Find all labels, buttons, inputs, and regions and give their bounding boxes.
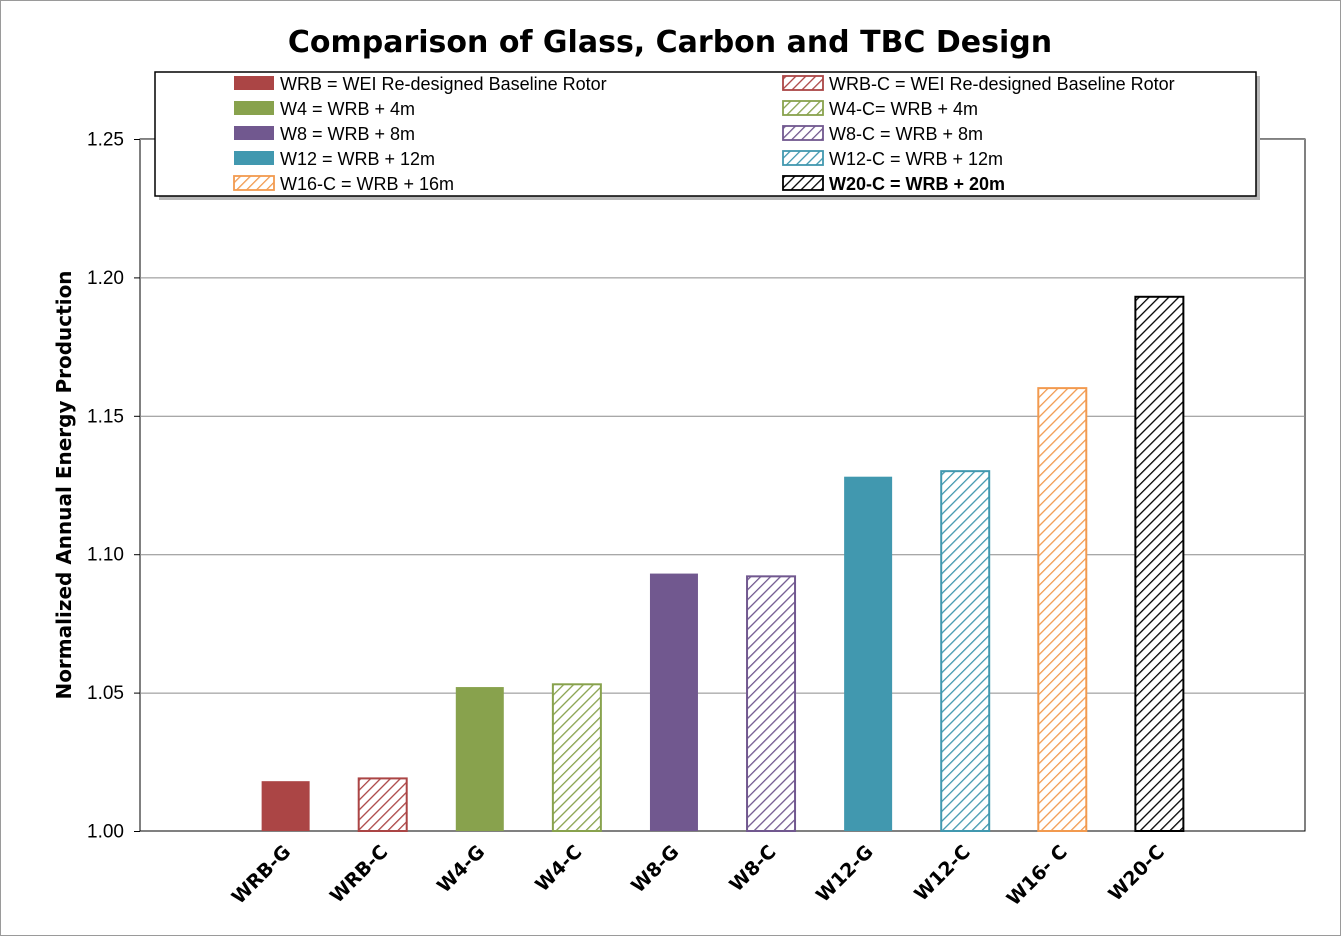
bar-w4-c bbox=[551, 683, 602, 833]
y-tick-label: 1.10 bbox=[87, 545, 124, 566]
legend-swatch bbox=[234, 126, 274, 140]
legend-swatch bbox=[782, 125, 824, 141]
bar-w16-c bbox=[1037, 387, 1088, 832]
legend: WRB = WEI Re-designed Baseline Rotor WRB-… bbox=[154, 71, 1260, 200]
x-tick-label: W16- C bbox=[1003, 841, 1072, 910]
legend-swatch bbox=[234, 151, 274, 165]
bar-w8-c bbox=[746, 575, 797, 832]
legend-swatch bbox=[782, 150, 824, 166]
legend-swatch bbox=[782, 100, 824, 116]
legend-label: W4 = WRB + 4m bbox=[280, 99, 415, 119]
x-tick-label: W12-C bbox=[910, 841, 975, 906]
legend-label: W20-C = WRB + 20m bbox=[829, 174, 1005, 194]
x-tick-label: W4-C bbox=[531, 841, 586, 896]
plot-area: 1.00 1.05 1.10 1.15 1.20 1.25 WRB-G WRB-C W4-G W4… bbox=[87, 130, 1306, 910]
y-tick-label: 1.05 bbox=[87, 683, 124, 704]
legend-label: W16-C = WRB + 16m bbox=[280, 174, 454, 194]
legend-box bbox=[154, 71, 1257, 197]
x-tick-label: W8-G bbox=[627, 841, 683, 897]
legend-swatch bbox=[233, 175, 275, 191]
x-tick-label: W4-G bbox=[433, 841, 489, 897]
bar-wrb-g bbox=[261, 781, 310, 831]
y-tick-label: 1.20 bbox=[87, 268, 124, 289]
bar-w12-c bbox=[940, 470, 991, 832]
legend-swatch bbox=[782, 75, 824, 91]
chart-title: Comparison of Glass, Carbon and TBC Desi… bbox=[288, 25, 1052, 60]
legend-label: W8-C = WRB + 8m bbox=[829, 124, 983, 144]
legend-label: WRB = WEI Re-designed Baseline Rotor bbox=[280, 74, 607, 94]
x-tick-label: WRB-G bbox=[228, 841, 296, 909]
legend-swatch bbox=[234, 101, 274, 115]
legend-label: W12 = WRB + 12m bbox=[280, 149, 435, 169]
y-tick-label: 1.00 bbox=[87, 822, 124, 843]
bar-w4-g bbox=[455, 687, 504, 831]
legend-swatch bbox=[234, 76, 274, 90]
x-tick-label: WRB-C bbox=[326, 841, 392, 907]
legend-label: W8 = WRB + 8m bbox=[280, 124, 415, 144]
x-tick-label: W8-C bbox=[725, 841, 780, 896]
plot-background bbox=[139, 138, 1306, 832]
y-tick-label: 1.25 bbox=[87, 130, 124, 151]
bar-w20-c bbox=[1134, 295, 1185, 832]
x-tick-label: W12-G bbox=[812, 841, 878, 907]
y-tick-label: 1.15 bbox=[87, 406, 124, 427]
legend-swatch bbox=[782, 175, 824, 191]
legend-label: WRB-C = WEI Re-designed Baseline Rotor bbox=[829, 74, 1175, 94]
legend-label: W12-C = WRB + 12m bbox=[829, 149, 1003, 169]
bar-w8-g bbox=[649, 573, 698, 831]
y-axis-label: Normalized Annual Energy Production bbox=[52, 270, 76, 699]
x-tick-label: W20-C bbox=[1104, 841, 1169, 906]
bar-wrb-c bbox=[357, 777, 408, 833]
bar-w12-g bbox=[844, 476, 893, 831]
legend-label: W4-C= WRB + 4m bbox=[829, 99, 978, 119]
